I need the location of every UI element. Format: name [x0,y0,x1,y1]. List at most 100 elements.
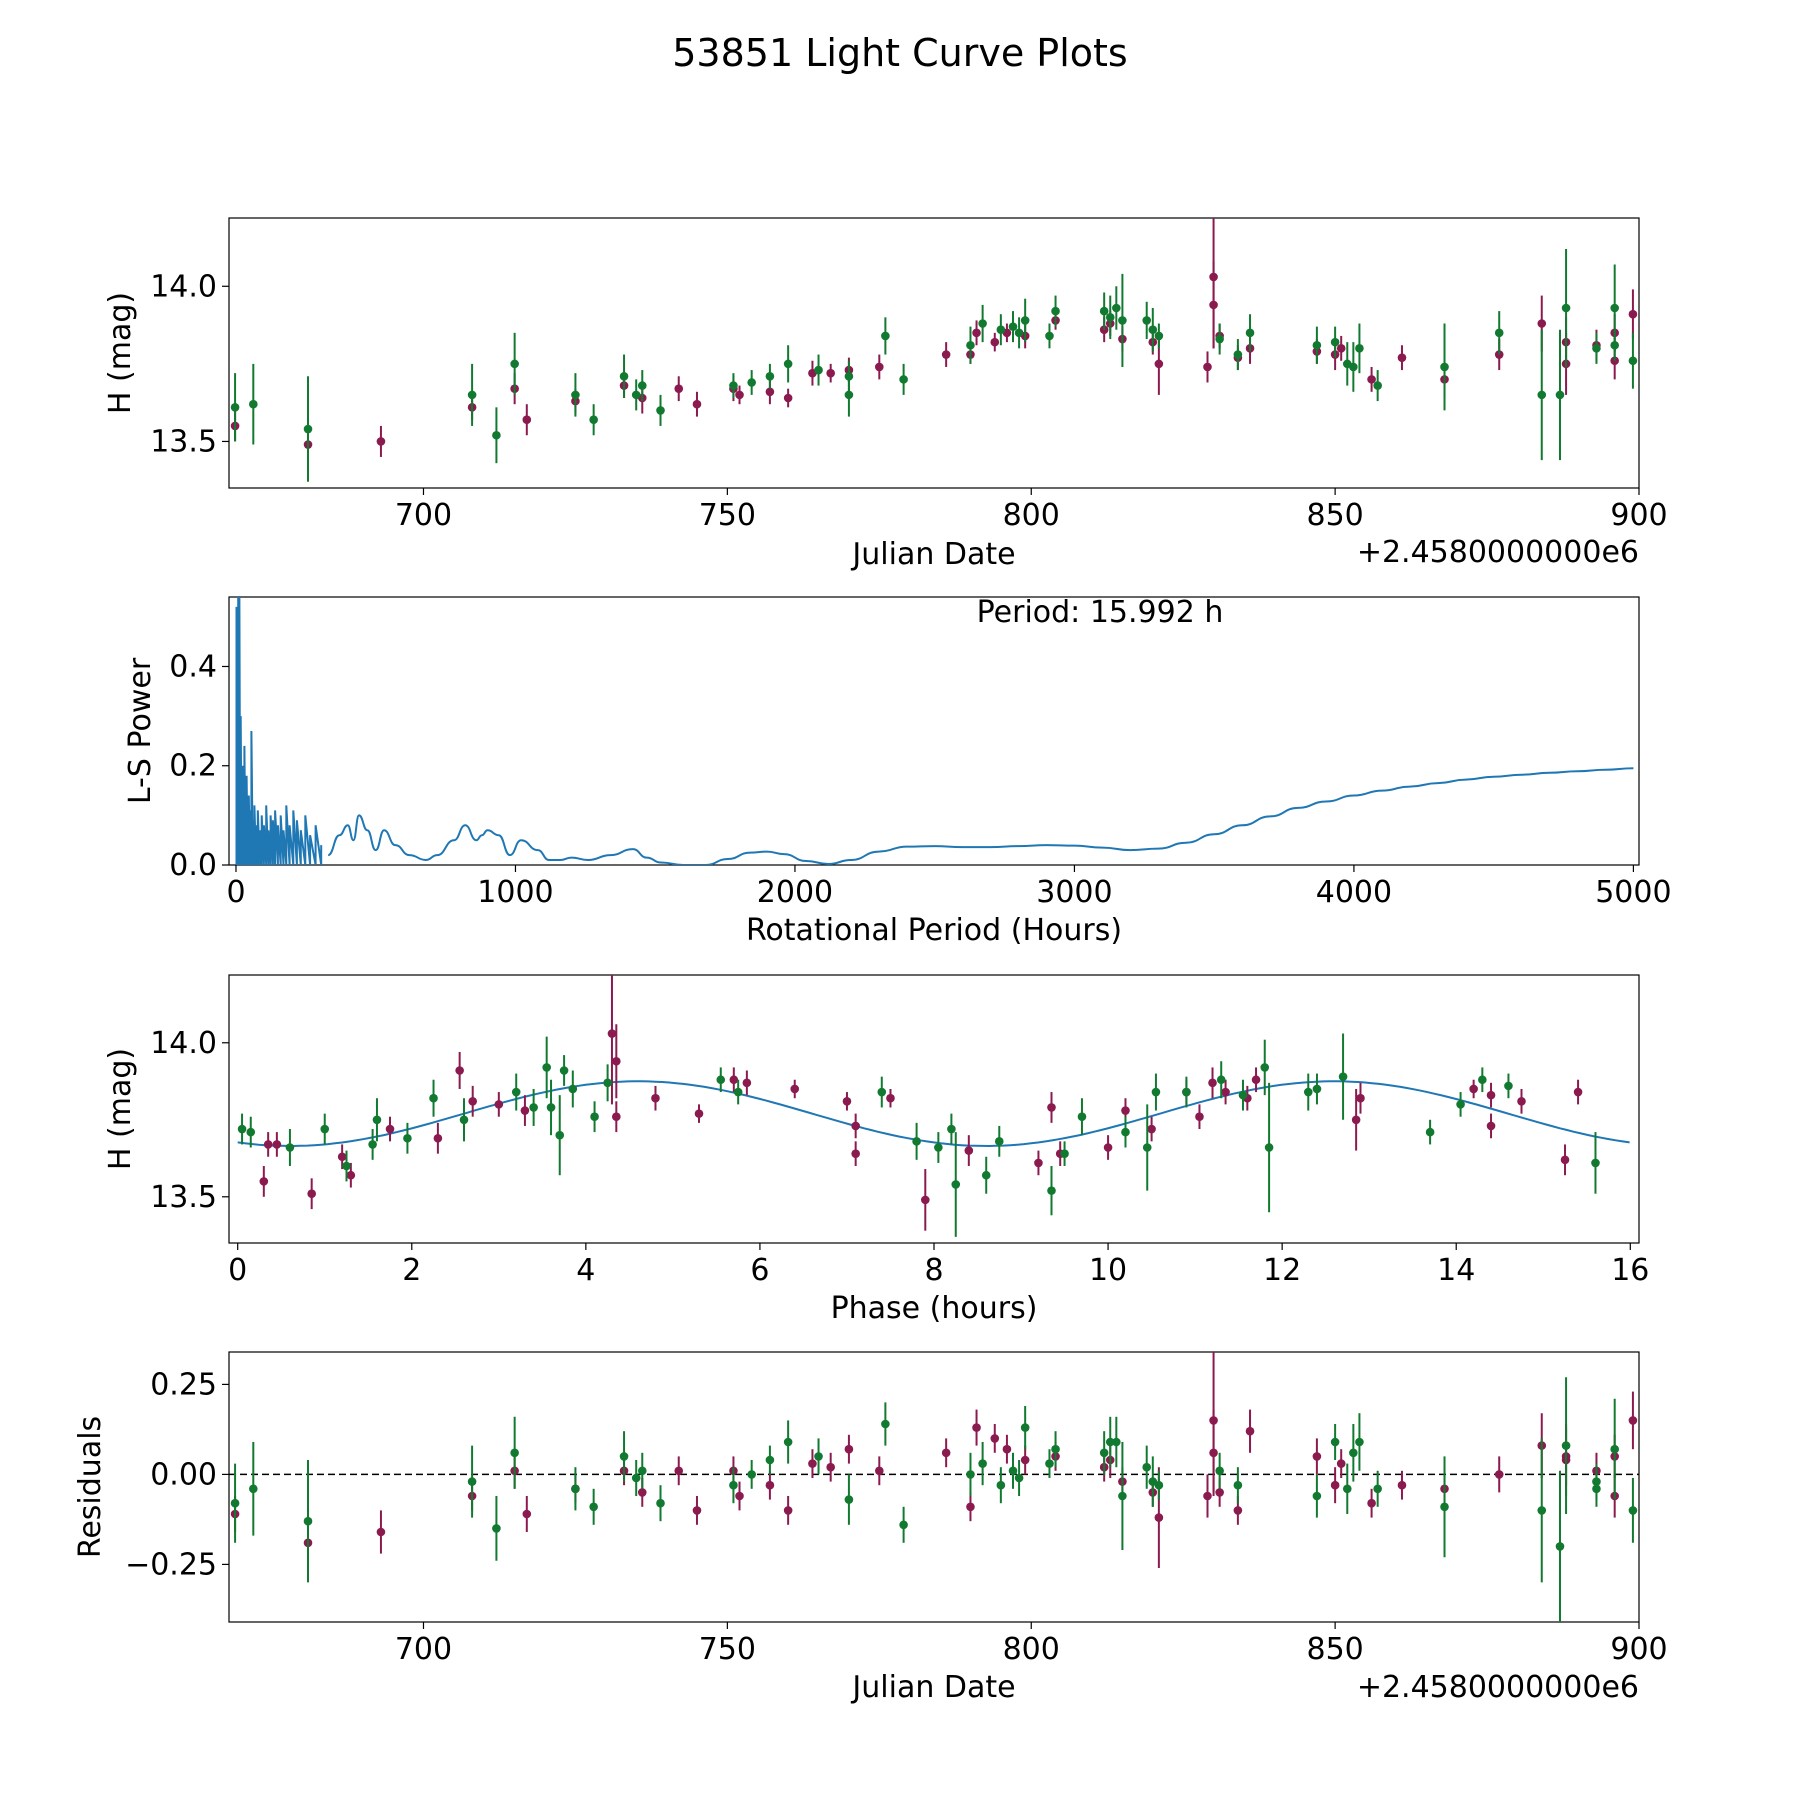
data-point [1356,1093,1365,1103]
period-annotation: Period: 15.992 h [977,595,1224,630]
data-point [1103,1143,1113,1152]
data-point [842,1096,852,1106]
data-point [1105,313,1115,322]
data-point [631,390,641,400]
data-point [1051,1444,1060,1454]
x-tick-label: 800 [1003,1632,1060,1667]
x-tick-label: 850 [1306,498,1363,533]
y-tick-label: 0.0 [169,848,217,883]
y-axis-label: H (mag) [103,1048,138,1170]
data-point [494,1100,504,1109]
data-point [619,1452,629,1461]
data-point [1440,362,1449,372]
data-point [542,1063,551,1072]
data-point [1312,1084,1322,1094]
data-point [851,1121,860,1131]
data-point [899,1520,908,1530]
data-point [1349,362,1358,372]
x-tick-label: 14 [1437,1253,1475,1288]
data-point [1486,1121,1496,1131]
data-point [1014,328,1024,338]
y-tick-label: 13.5 [150,1180,217,1215]
data-point [729,1480,738,1490]
data-point [1142,1462,1152,1472]
y-tick-label: 0.25 [150,1367,217,1402]
data-point [1112,303,1121,313]
data-point [522,1509,532,1519]
data-point [1147,1124,1156,1134]
plot-area [229,1352,1639,1622]
data-point [1203,1491,1212,1501]
data-point [589,415,598,425]
data-point [1303,1087,1313,1097]
y-tick-label: 14.0 [150,269,217,304]
data-point [1469,1084,1478,1094]
data-points [237,975,1630,1237]
data-point [559,1066,569,1075]
data-point [249,399,258,409]
data-point [747,378,756,387]
data-point [631,1473,641,1483]
data-point [1397,353,1407,362]
data-point [1047,1103,1056,1112]
y-tick-label: 0.2 [169,749,217,784]
data-point [1245,328,1255,338]
data-point [1099,1448,1109,1458]
data-point [674,1466,684,1476]
data-point [875,1466,884,1476]
data-point [1610,1444,1619,1454]
data-point [285,1143,295,1152]
data-point [1215,1466,1224,1476]
data-point [1154,359,1164,369]
data-point [1002,1444,1012,1454]
data-point [230,1498,240,1508]
data-point [637,381,647,390]
x-axis-label: Julian Date [850,537,1015,572]
data-point [571,390,580,400]
data-point [735,1491,744,1501]
data-point [1209,300,1218,310]
periodogram-curve [235,597,1634,865]
x-tick-label: 750 [699,1632,756,1667]
data-point [1592,1477,1601,1486]
data-point [1517,1096,1526,1106]
residuals-panel: 700 750 800 850 900 −0.25 0.00 0.25 Julian Date… [73,1351,1668,1705]
data-point [966,1470,975,1479]
x-tick-label: 3000 [1036,875,1112,910]
data-point [1336,344,1346,353]
data-point [1367,375,1376,384]
data-point [1355,1437,1364,1447]
data-point [429,1093,438,1103]
data-point [246,1127,256,1137]
plot-frame [228,974,1640,1244]
data-point [1373,381,1382,390]
data-points [229,1352,1639,1622]
data-point [877,1087,887,1097]
data-point [881,331,890,341]
data-point [1338,1072,1348,1081]
x-tick-label: 1000 [477,875,553,910]
data-point [656,1498,665,1508]
data-point [1440,1502,1449,1512]
x-tick-label: 700 [395,498,452,533]
data-point [230,403,240,412]
ticks: 700 750 800 850 900 −0.25 0.00 0.25 [125,1367,1668,1667]
data-point [1233,350,1243,359]
data-point [1592,344,1601,353]
data-point [1077,1112,1087,1122]
data-point [826,1462,835,1472]
data-point [1355,344,1364,353]
ticks: 0 1000 2000 3000 4000 5000 0.0 0.2 0.4 [169,649,1671,910]
data-point [694,1109,704,1118]
sinusoid-fit [237,1080,1630,1148]
plot-area [230,218,1638,482]
data-point [320,1124,330,1134]
data-point [1561,303,1571,313]
data-point [844,1495,854,1504]
data-point [1537,390,1547,400]
data-point [1494,1470,1504,1479]
data-point [1215,1488,1224,1497]
data-point [1312,1452,1322,1461]
data-point [972,1423,981,1432]
data-point [1591,1158,1600,1168]
